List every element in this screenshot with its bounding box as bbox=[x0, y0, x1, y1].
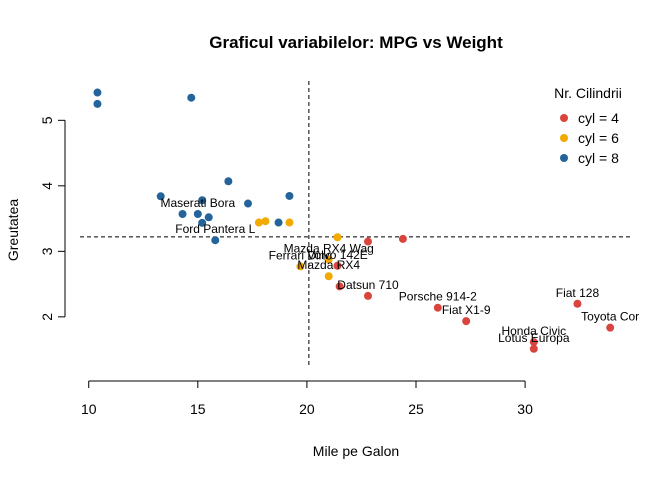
data-point bbox=[335, 282, 344, 291]
point-label: Toyota Cor bbox=[581, 310, 639, 324]
legend-title: Nr. Cilindrii bbox=[554, 85, 622, 101]
point-labels: Maserati Bora Ford Pantera L Mazda RX4 Wag… bbox=[160, 196, 639, 345]
data-point bbox=[193, 210, 202, 218]
data-point bbox=[211, 236, 220, 245]
data-point bbox=[156, 192, 165, 201]
point-label: Porsche 914-2 bbox=[399, 290, 477, 304]
data-point bbox=[296, 262, 305, 271]
data-point bbox=[333, 233, 342, 242]
x-tick-label: 30 bbox=[517, 401, 533, 417]
point-label: Datsun 710 bbox=[337, 278, 399, 292]
point-label: Ferrari Dino bbox=[269, 248, 333, 262]
data-point bbox=[254, 218, 263, 227]
data-point bbox=[333, 261, 342, 270]
legend-label: cyl = 6 bbox=[578, 130, 619, 146]
y-tick-label: 3 bbox=[39, 247, 55, 255]
data-point bbox=[261, 217, 270, 226]
x-axis: 10 15 20 25 30 bbox=[81, 380, 533, 417]
data-point bbox=[198, 196, 207, 205]
y-tick-label: 4 bbox=[39, 182, 55, 190]
data-point bbox=[224, 177, 233, 186]
point-label: Mazda RX4 Wag bbox=[284, 242, 374, 256]
data-point bbox=[324, 272, 333, 281]
legend-marker bbox=[560, 154, 568, 162]
data-point bbox=[462, 317, 471, 326]
legend-marker bbox=[560, 134, 568, 142]
y-axis-label: Greutatea bbox=[5, 199, 21, 261]
data-point bbox=[529, 344, 538, 353]
y-tick-label: 5 bbox=[39, 116, 55, 124]
legend-entries: cyl = 4 cyl = 6 cyl = 8 bbox=[560, 110, 619, 166]
x-tick-label: 10 bbox=[81, 401, 97, 417]
data-point bbox=[244, 199, 252, 208]
data-point bbox=[93, 99, 102, 108]
point-label: Fiat 128 bbox=[556, 286, 600, 300]
data-point bbox=[529, 338, 538, 347]
point-label: Honda Civic bbox=[501, 324, 566, 338]
data-point bbox=[573, 299, 582, 308]
data-points bbox=[93, 88, 615, 353]
data-point bbox=[274, 218, 283, 227]
data-point bbox=[324, 255, 333, 264]
data-point bbox=[93, 88, 102, 97]
data-point bbox=[187, 93, 196, 102]
data-point bbox=[204, 213, 213, 222]
legend-marker bbox=[560, 114, 568, 122]
reference-lines bbox=[80, 81, 632, 366]
data-point bbox=[433, 303, 442, 312]
x-tick-label: 15 bbox=[190, 401, 206, 417]
legend: Nr. Cilindrii cyl = 4 cyl = 6 cyl = 8 bbox=[554, 85, 622, 166]
point-label: Volvo 142E bbox=[307, 248, 368, 262]
data-point bbox=[364, 291, 372, 300]
legend-label: cyl = 4 bbox=[578, 110, 619, 126]
y-tick-label: 2 bbox=[39, 313, 55, 321]
legend-label: cyl = 8 bbox=[578, 150, 619, 166]
point-label: Ford Pantera L bbox=[175, 222, 255, 236]
data-point bbox=[364, 237, 372, 246]
data-point bbox=[198, 218, 207, 227]
data-point bbox=[178, 210, 187, 218]
data-point bbox=[606, 323, 615, 332]
x-axis-label: Mile pe Galon bbox=[313, 443, 399, 459]
y-axis: 2 3 4 5 bbox=[39, 116, 66, 321]
point-label: Maserati Bora bbox=[160, 196, 235, 210]
data-point bbox=[285, 218, 294, 227]
point-label: Mazda RX4 bbox=[297, 258, 360, 272]
point-label: Fiat X1-9 bbox=[442, 303, 491, 317]
x-tick-label: 20 bbox=[299, 401, 315, 417]
chart-title: Graficul variabilelor: MPG vs Weight bbox=[209, 33, 503, 52]
data-point bbox=[285, 191, 294, 200]
data-point bbox=[398, 234, 407, 243]
x-tick-label: 25 bbox=[408, 401, 424, 417]
point-label: Lotus Europa bbox=[498, 331, 570, 345]
